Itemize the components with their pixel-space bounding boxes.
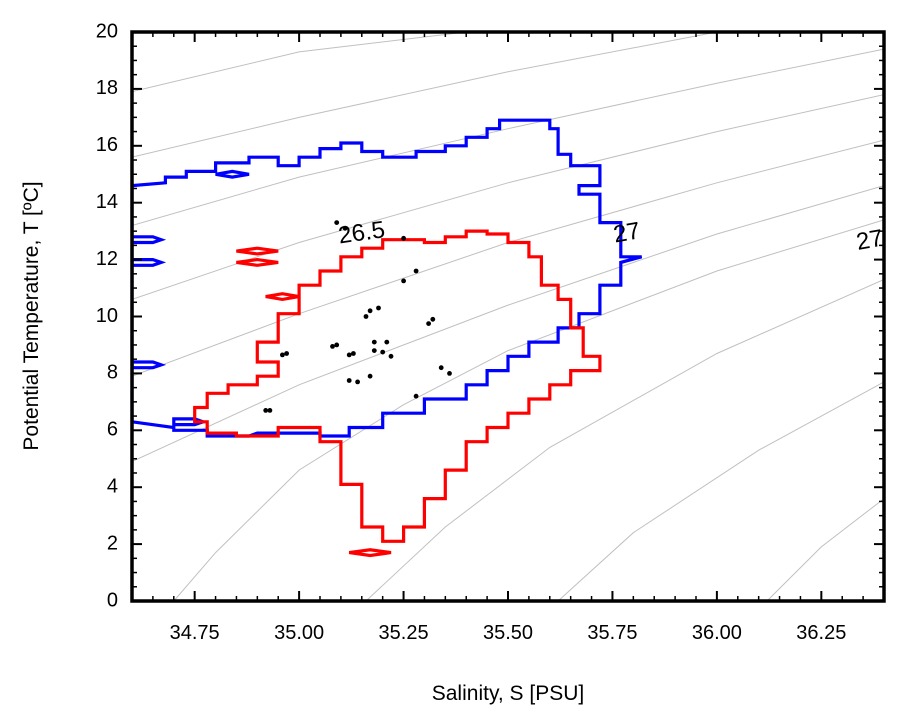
y-axis-title: Potential Temperature, T [ºC]: [20, 181, 43, 450]
data-point: [388, 353, 394, 359]
x-axis-title: Salinity, S [PSU]: [432, 682, 585, 705]
data-point: [447, 371, 452, 376]
data-point: [284, 351, 289, 356]
data-point: [413, 268, 419, 274]
data-point: [351, 351, 356, 356]
axis-ticks: 0 2 4 6 8 10 12 14 16 18 20 34.75 35.00 35.25 35.50 35.…: [96, 20, 885, 644]
plot-frame: [130, 30, 886, 603]
data-point: [280, 352, 285, 358]
y-tick-label: 2: [107, 532, 118, 554]
y-tick-label: 0: [107, 589, 118, 611]
isopycnal-label: 27: [611, 217, 642, 248]
x-tick-label: 35.75: [587, 622, 637, 644]
data-point: [401, 235, 406, 241]
data-point: [371, 348, 377, 353]
data-point: [401, 278, 406, 284]
data-point: [334, 220, 340, 226]
isopycnal-line: [766, 498, 884, 601]
isopycnal-line: [173, 219, 884, 601]
contour-lines: [132, 118, 643, 558]
observation-points: [263, 220, 452, 413]
y-tick-label: 4: [107, 475, 118, 497]
data-point: [438, 365, 444, 371]
y-tick-label: 6: [107, 419, 118, 441]
isopycnal-line: [557, 381, 884, 601]
contour-ring: [265, 292, 300, 302]
data-point: [342, 225, 348, 231]
contour-ring: [236, 246, 279, 256]
isopycnal-line: [132, 32, 717, 158]
x-tick-label: 35.50: [483, 622, 533, 644]
data-point: [413, 393, 419, 399]
y-tick-label: 10: [96, 305, 118, 327]
data-point: [430, 316, 436, 322]
x-tick-label: 35.00: [274, 622, 324, 644]
isopycnal-line: [132, 185, 884, 463]
data-point: [267, 408, 273, 413]
plot-background: [132, 32, 884, 601]
data-point: [367, 308, 373, 314]
contour-ring: [132, 258, 167, 267]
data-point: [376, 305, 381, 311]
data-point: [371, 339, 377, 345]
data-point: [367, 373, 373, 379]
isopycnal-line: [132, 32, 467, 93]
data-point: [380, 349, 386, 355]
data-point: [263, 408, 269, 413]
data-point: [346, 378, 352, 383]
contour-ring: [132, 235, 167, 245]
y-tick-label: 18: [96, 77, 118, 99]
data-point: [355, 379, 360, 385]
contour-ring: [132, 118, 643, 438]
isopycnal-label: 26.5: [337, 216, 387, 249]
data-point: [426, 321, 431, 326]
data-point: [334, 342, 340, 348]
x-tick-label: 35.25: [379, 622, 429, 644]
contour-ring: [193, 229, 602, 543]
x-tick-label: 36.25: [796, 622, 846, 644]
isopycnal-line: [132, 48, 884, 226]
y-tick-label: 8: [107, 362, 118, 384]
data-point: [346, 352, 352, 358]
contour-ring: [236, 257, 279, 267]
y-tick-label: 16: [96, 134, 118, 156]
x-tick-label: 34.75: [170, 622, 220, 644]
contour-ring: [132, 360, 167, 370]
contour-ring: [215, 169, 250, 179]
data-point: [384, 339, 390, 345]
isopycnal-line: [365, 279, 884, 601]
data-point: [363, 314, 369, 319]
y-tick-label: 12: [96, 248, 118, 270]
contour-ring: [348, 548, 392, 558]
y-tick-label: 14: [96, 191, 118, 213]
y-tick-label: 20: [96, 20, 118, 42]
x-tick-label: 36.00: [692, 622, 742, 644]
data-point: [330, 344, 335, 349]
